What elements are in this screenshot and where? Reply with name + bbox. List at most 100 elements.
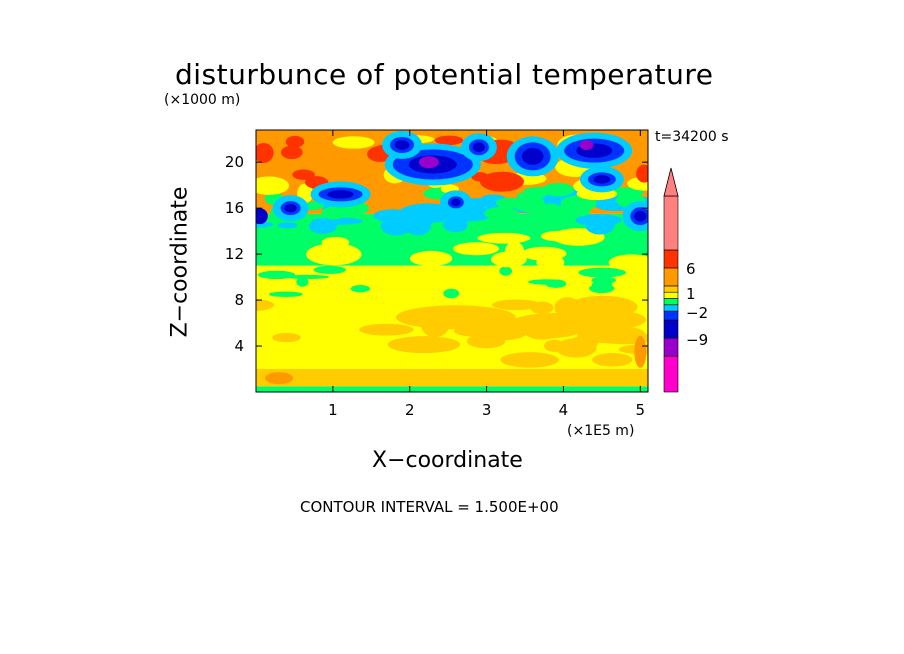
colorbar-segment [663,285,679,293]
time-label: t=34200 s [655,129,729,145]
colorbar-segment [663,249,679,269]
field-patch [545,279,567,288]
field-patch [608,254,648,271]
field-patch [567,295,638,319]
x-tick-label: 2 [405,401,415,419]
field-band-0 [256,386,648,392]
x-axis-unit: (×1E5 m) [567,423,635,439]
cold-cell-core [394,140,410,150]
field-patch [409,250,453,267]
field-patch [500,352,559,368]
field-patch [578,267,627,278]
field-patch [592,353,633,367]
field-patch [477,232,531,244]
field-patch [434,135,464,146]
field-patch [634,335,647,368]
colorbar-segment [663,195,679,251]
field-patch [321,206,347,220]
field-patch [495,197,524,209]
cold-cell-core [327,190,354,199]
cold-cell-core [256,208,268,225]
field-patch [389,218,432,228]
y-tick-label: 16 [225,199,244,217]
field-patch [492,299,541,311]
colorbar-segment [663,298,679,306]
field-patch [466,333,506,349]
colorbar-segment [663,291,679,299]
chart-title: disturbunce of potential temperature [175,58,714,91]
x-tick-label: 1 [328,401,338,419]
y-tick-label: 8 [234,291,244,309]
cold-cell-core [418,156,439,169]
field-patch [542,182,575,197]
y-tick-label: 12 [225,245,244,263]
cold-cell-core [472,142,485,153]
y-axis-unit: (×1000 m) [164,92,241,108]
field-patch [452,242,500,256]
colorbar-segment [663,337,679,357]
field-patch [272,332,301,343]
cold-cell-core [579,139,594,150]
field-patch [395,305,516,330]
x-tick-label: 5 [636,401,646,419]
field-band-1 [256,369,648,387]
colorbar-label: 6 [686,260,696,278]
field-patch [510,313,601,334]
field-patch [585,215,615,235]
warm-cell [256,142,274,163]
field-patch [321,236,350,249]
colorbar-segment [663,355,679,393]
field-patch [394,337,436,353]
field-patch [280,145,303,160]
x-tick-label: 4 [559,401,569,419]
field-patch [484,206,519,221]
colorbar-label: −9 [686,331,708,349]
plot-frame [255,129,649,393]
colorbar-segment [663,304,679,312]
field-patch [332,136,375,149]
warm-cell [479,171,524,192]
field-patch [256,299,275,311]
field-patch [594,332,648,345]
x-axis-label: X−coordinate [372,448,523,473]
field-patch [536,254,565,271]
colorbar-segment [663,267,679,287]
y-tick-label: 20 [225,153,244,171]
y-tick-label: 4 [234,337,244,355]
cold-cell-core [284,203,297,213]
cold-cell-core [451,198,461,206]
field-patch [268,291,303,297]
field-patch [359,323,414,336]
field-patch [499,266,513,276]
cold-cell-core [634,210,647,222]
field-patch [350,284,371,293]
field-patch [515,195,546,213]
colorbar-segment [663,310,679,321]
field-patch [313,265,346,274]
field-patch [265,372,294,385]
colorbar-extend-arrow [663,167,679,197]
colorbar-label: 1 [686,285,696,303]
colorbar-segment [663,319,679,339]
field-patch [505,241,525,261]
field-patch [285,274,330,280]
colorbar-label: −2 [686,304,708,322]
field-patch [292,169,315,180]
field-patch [544,339,565,352]
field-patch [296,277,309,287]
field-patch [306,243,362,266]
heatmap-field [256,130,648,392]
warm-cell [636,164,648,183]
field-patch [563,202,578,217]
field-patch [285,135,305,148]
field-patch [443,288,460,299]
x-tick-label: 3 [482,401,492,419]
field-patch [591,276,617,285]
cold-cell-core [593,175,611,184]
cold-cell-core [521,148,544,165]
field-patch [311,217,363,225]
field-patch [277,222,298,229]
field-patch [261,177,284,187]
contour-interval-label: CONTOUR INTERVAL = 1.500E+00 [300,498,559,516]
